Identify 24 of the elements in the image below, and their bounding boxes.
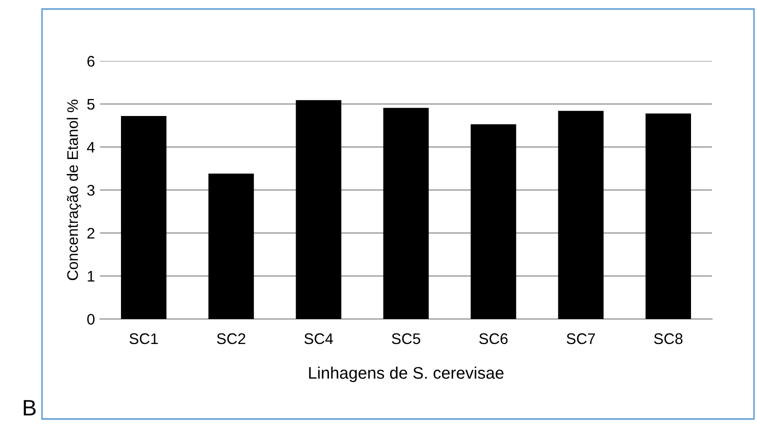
x-tick-label: SC4 bbox=[304, 333, 333, 344]
bar bbox=[120, 116, 166, 319]
y-tick-label: 5 bbox=[87, 99, 94, 110]
x-tick-label: SC5 bbox=[392, 333, 420, 344]
bar bbox=[470, 124, 516, 319]
x-tick-label: SC2 bbox=[216, 333, 246, 344]
y-tick-label: 3 bbox=[87, 184, 94, 196]
bar bbox=[383, 108, 429, 319]
y-tick-label: 0 bbox=[87, 314, 95, 325]
bar bbox=[646, 113, 692, 319]
bar bbox=[296, 100, 342, 319]
text: B bbox=[24, 400, 36, 416]
x-axis-title: Linhagens de S. cerevisae bbox=[309, 366, 504, 382]
bar bbox=[558, 110, 604, 319]
y-tick-label: 1 bbox=[88, 271, 94, 282]
bar bbox=[208, 174, 254, 319]
y-tick-label: 4 bbox=[86, 142, 95, 153]
x-tick-label: SC8 bbox=[654, 333, 682, 344]
y-axis-title: Concentração de Etanol % bbox=[66, 100, 82, 280]
x-tick-label: SC7 bbox=[566, 333, 595, 344]
y-tick-label: 2 bbox=[87, 228, 94, 239]
x-tick-label: SC6 bbox=[479, 333, 508, 344]
y-tick-label: 6 bbox=[87, 56, 94, 67]
x-tick-label: SC1 bbox=[130, 333, 158, 344]
